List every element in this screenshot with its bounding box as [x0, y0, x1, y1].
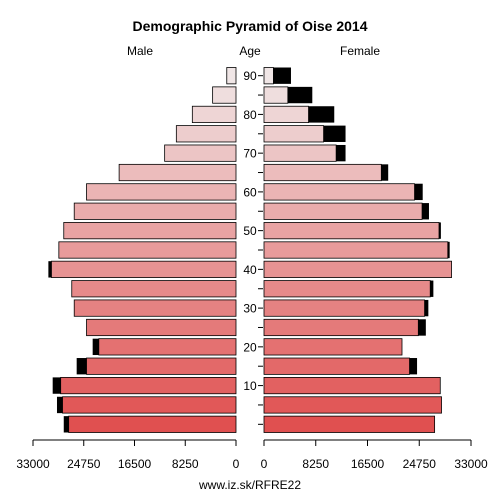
male-excess-15-19: [76, 358, 87, 375]
male-bar-75-79: [175, 125, 237, 143]
male-bar-55-59: [73, 202, 237, 220]
male-bar-0-4: [68, 415, 237, 433]
male-bar-5-9: [62, 396, 237, 414]
female-x-tick-label: 16500: [351, 457, 385, 471]
female-label: Female: [340, 44, 380, 58]
male-bar-90+: [226, 67, 237, 85]
female-bar-85-89: [263, 86, 289, 104]
male-bar-40-44: [51, 260, 237, 278]
female-bar-60-64: [263, 183, 415, 201]
footer-url: www.iz.sk/RFRE22: [198, 478, 301, 492]
female-excess-80-84: [308, 106, 335, 123]
age-tick-label: 40: [243, 263, 257, 277]
male-bar-30-34: [73, 299, 237, 317]
female-bar-0-4: [263, 415, 436, 433]
female-bar-45-49: [263, 241, 449, 259]
female-bar-50-54: [263, 222, 440, 240]
male-x-tick-label: 16500: [118, 457, 152, 471]
age-tick-label: 50: [243, 224, 257, 238]
age-tick-label: 20: [243, 340, 257, 354]
male-excess-0-4: [63, 416, 69, 433]
female-bar-90+: [263, 67, 274, 85]
female-excess-75-79: [323, 125, 346, 142]
chart-title: Demographic Pyramid of Oise 2014: [133, 18, 368, 34]
male-bar-15-19: [86, 357, 237, 375]
male-bar-10-14: [60, 376, 237, 395]
female-x-tick-label: 0: [261, 457, 268, 471]
male-x-tick-label: 33000: [16, 457, 50, 471]
age-tick-label: 80: [243, 108, 257, 122]
female-bar-70-74: [263, 144, 337, 162]
female-bar-55-59: [263, 202, 423, 220]
female-excess-65-69: [381, 164, 389, 181]
female-excess-60-64: [414, 183, 423, 201]
male-bar-20-24: [98, 338, 237, 356]
female-excess-55-59: [422, 203, 429, 220]
male-bar-60-64: [86, 183, 237, 201]
age-tick-label: 70: [243, 147, 257, 161]
female-excess-45-49: [447, 241, 450, 259]
female-bar-5-9: [263, 396, 442, 414]
female-bar-15-19: [263, 357, 410, 375]
age-tick-label: 60: [243, 185, 257, 199]
female-excess-85-89: [287, 86, 313, 104]
male-excess-10-14: [52, 377, 61, 394]
female-excess-25-29: [418, 319, 426, 336]
male-x-tick-label: 8250: [172, 457, 199, 471]
male-bar-35-39: [71, 280, 237, 298]
male-excess-5-9: [56, 396, 63, 414]
age-tick-label: 30: [243, 302, 257, 316]
female-excess-90+: [273, 67, 291, 84]
male-label: Male: [127, 44, 153, 58]
male-excess-40-44: [48, 261, 52, 278]
male-excess-20-24: [92, 338, 99, 356]
age-tick-label: 10: [243, 379, 257, 393]
male-bars: [48, 67, 237, 433]
female-bar-40-44: [263, 260, 452, 278]
male-bar-50-54: [63, 222, 237, 240]
age-label: Age: [239, 44, 261, 58]
female-bar-10-14: [263, 376, 441, 395]
female-bar-20-24: [263, 338, 403, 356]
age-tick-label: 90: [243, 69, 257, 83]
female-excess-70-74: [336, 144, 346, 162]
axes: 33000 24750 16500 8250 0 0 8250 16500 24750 33000…: [16, 69, 488, 471]
female-excess-15-19: [409, 358, 418, 375]
female-x-tick-label: 24750: [403, 457, 437, 471]
female-excess-35-39: [430, 280, 434, 297]
male-bar-80-84: [191, 105, 237, 124]
male-bar-65-69: [118, 163, 237, 182]
female-x-tick-label: 33000: [454, 457, 488, 471]
male-x-tick-label: 24750: [67, 457, 101, 471]
female-excess-50-54: [439, 222, 441, 239]
female-bars: [263, 67, 452, 433]
male-bar-70-74: [164, 144, 237, 162]
female-x-tick-label: 8250: [302, 457, 329, 471]
female-bar-25-29: [263, 318, 419, 337]
male-bar-45-49: [58, 241, 237, 259]
female-bar-80-84: [263, 105, 309, 124]
female-bar-65-69: [263, 163, 382, 182]
female-bar-30-34: [263, 299, 425, 317]
male-bar-25-29: [86, 318, 237, 337]
female-excess-30-34: [424, 299, 429, 317]
female-bar-35-39: [263, 280, 431, 298]
male-bar-85-89: [212, 86, 237, 104]
male-x-tick-label: 0: [233, 457, 240, 471]
female-bar-75-79: [263, 125, 324, 143]
